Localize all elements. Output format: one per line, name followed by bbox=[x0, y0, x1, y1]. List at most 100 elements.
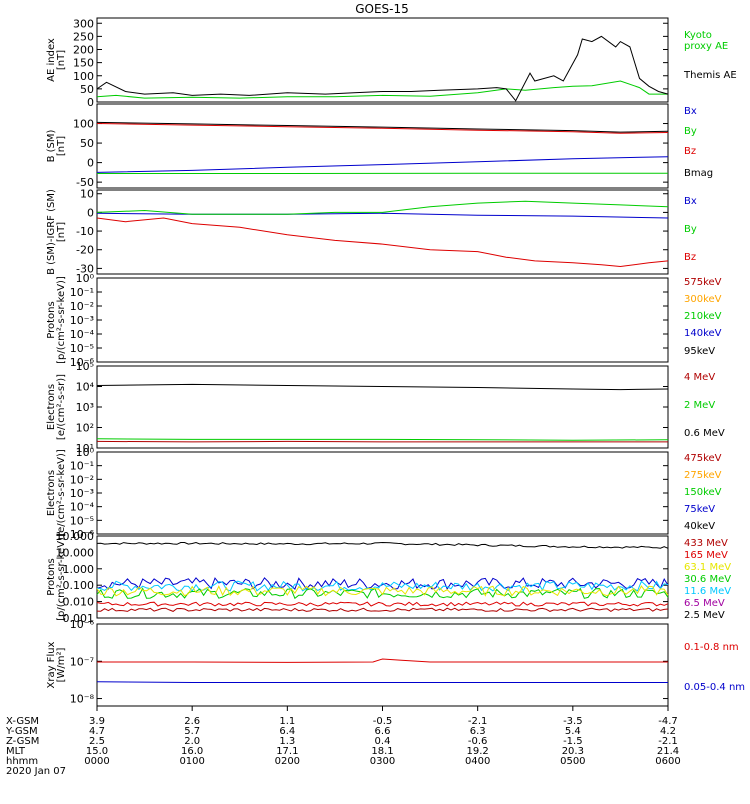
legend-entry-line: 475keV bbox=[684, 453, 722, 464]
y-tick-label: 10⁴ bbox=[76, 381, 95, 394]
y-tick-label: -10 bbox=[76, 225, 94, 238]
y-tick-label: 1.000 bbox=[63, 563, 95, 576]
y-axis-label: Electrons[e/(cm²-s-sr)] bbox=[46, 374, 67, 440]
y-tick-label: -20 bbox=[76, 244, 94, 257]
legend-entry: Themis AE bbox=[683, 70, 737, 81]
legend-entry-line: 6.5 MeV bbox=[684, 598, 725, 609]
y-tick-label: 100 bbox=[73, 118, 94, 131]
y-tick-label: 10⁻⁶ bbox=[70, 618, 95, 631]
y-axis-label: B (SM)[nT] bbox=[46, 129, 67, 162]
legend-entry: 0.6 MeV bbox=[684, 428, 725, 439]
y-tick-label: 10⁻² bbox=[70, 300, 94, 313]
panel-protons_mev: 10.0001.0000.1000.0100.00110.000Protons[… bbox=[46, 530, 731, 625]
y-tick-label: 50 bbox=[80, 83, 94, 96]
legend-entry-line: 150keV bbox=[684, 487, 722, 498]
series-433-mev bbox=[97, 608, 668, 611]
panel-frame bbox=[97, 452, 668, 534]
legend-entry-line: By bbox=[684, 224, 697, 235]
x-axis-value: 0300 bbox=[370, 756, 395, 767]
y-axis-label-line: [e/(cm²-s-sr-keV)] bbox=[56, 449, 67, 537]
legend-entry: 40keV bbox=[684, 521, 715, 532]
legend-entry: 150keV bbox=[684, 487, 722, 498]
legend-entry: 11.6 MeV bbox=[684, 586, 731, 597]
series-bz bbox=[97, 218, 668, 267]
legend-entry-line: 95keV bbox=[684, 346, 715, 357]
series-2-5-mev bbox=[97, 543, 668, 549]
panel-electrons_kev: 10⁰10⁻¹10⁻²10⁻³10⁻⁴10⁻⁵10⁻⁶Electrons[e/(… bbox=[46, 446, 722, 541]
panel-frame bbox=[97, 278, 668, 362]
legend-entry: Bz bbox=[684, 146, 696, 157]
panel-electrons_mev: 10¹10²10³10⁴10⁵Electrons[e/(cm²-s-sr)]4 … bbox=[46, 360, 725, 455]
legend-entry: 75keV bbox=[684, 504, 715, 515]
y-tick-label: 10⁻¹ bbox=[70, 460, 94, 473]
series-0-1-0-8-nm bbox=[97, 659, 668, 662]
panel-frame bbox=[97, 536, 668, 618]
y-tick-label: 10⁻² bbox=[70, 473, 94, 486]
legend-entry-line: Bz bbox=[684, 146, 696, 157]
legend-entry-line: Bx bbox=[684, 196, 697, 207]
legend-entry-line: Bmag bbox=[684, 168, 713, 179]
legend-entry: By bbox=[684, 126, 697, 137]
y-tick-label: 0.100 bbox=[63, 579, 95, 592]
panel-frame bbox=[97, 624, 668, 706]
x-axis-value: 0400 bbox=[465, 756, 490, 767]
x-axis-value: 0500 bbox=[560, 756, 585, 767]
y-tick-label: 10⁻⁷ bbox=[70, 655, 94, 668]
y-tick-label: 10⁻⁸ bbox=[70, 693, 95, 706]
y-tick-label: 10⁻⁵ bbox=[70, 514, 94, 527]
y-tick-label: 10⁻¹ bbox=[70, 286, 94, 299]
legend-entry-line: 2 MeV bbox=[684, 400, 715, 411]
legend-entry: 2.5 MeV bbox=[684, 610, 725, 621]
legend-entry: 165 MeV bbox=[684, 550, 728, 561]
legend-entry-line: 210keV bbox=[684, 311, 722, 322]
y-tick-label: 0.010 bbox=[63, 596, 95, 609]
legend-entry: 475keV bbox=[684, 453, 722, 464]
panel-frame bbox=[97, 190, 668, 274]
series-by bbox=[97, 201, 668, 214]
y-axis-label-line: [p/(cm²-s-sr-keV)] bbox=[56, 533, 67, 621]
panel-protons_low: 10⁰10⁻¹10⁻²10⁻³10⁻⁴10⁻⁵10⁻⁶Protons[p/(cm… bbox=[46, 272, 722, 369]
y-tick-label: 10⁵ bbox=[76, 360, 94, 373]
legend-entry: 6.5 MeV bbox=[684, 598, 725, 609]
legend-entry-line: Kyoto bbox=[684, 30, 712, 41]
legend-entry-line: By bbox=[684, 126, 697, 137]
panel-frame bbox=[97, 366, 668, 448]
legend-entry-line: 275keV bbox=[684, 470, 722, 481]
series-bx bbox=[97, 157, 668, 173]
y-tick-label: 10³ bbox=[76, 401, 94, 414]
legend-entry: Bmag bbox=[684, 168, 713, 179]
legend-entry: 0.05-0.4 nm bbox=[684, 682, 745, 693]
legend-entry-line: 0.05-0.4 nm bbox=[684, 682, 745, 693]
y-tick-label: 0 bbox=[87, 206, 94, 219]
x-axis-value: 0100 bbox=[179, 756, 204, 767]
y-axis-label: Protons[p/(cm²-s-sr-keV)] bbox=[46, 276, 67, 364]
legend-entry-line: 2.5 MeV bbox=[684, 610, 725, 621]
legend-entry-line: 433 MeV bbox=[684, 538, 728, 549]
legend-entry: 575keV bbox=[684, 277, 722, 288]
legend-entry: 63.1 MeV bbox=[684, 562, 731, 573]
legend-entry-line: proxy AE bbox=[684, 41, 728, 52]
y-tick-label: 10⁻⁵ bbox=[70, 342, 94, 355]
x-axis-value: 0200 bbox=[275, 756, 300, 767]
series-4-mev bbox=[97, 441, 668, 442]
series-themis-ae bbox=[97, 36, 668, 100]
y-tick-label: 250 bbox=[73, 30, 94, 43]
y-tick-label: 10² bbox=[76, 422, 94, 435]
series-2-mev bbox=[97, 439, 668, 440]
y-axis-label-line: [e/(cm²-s-sr)] bbox=[56, 374, 67, 440]
x-axis-value: 0000 bbox=[84, 756, 109, 767]
y-tick-label: 100 bbox=[73, 70, 94, 83]
plot-title: GOES-15 bbox=[355, 2, 409, 16]
legend-entry: 30.6 MeV bbox=[684, 574, 731, 585]
y-tick-label: 300 bbox=[73, 17, 94, 30]
y-axis-label: B (SM)-IGRF (SM)[nT] bbox=[46, 189, 67, 275]
y-tick-label: 50 bbox=[80, 137, 94, 150]
legend-entry-line: 40keV bbox=[684, 521, 715, 532]
y-axis-label-line: [nT] bbox=[56, 222, 67, 242]
series-bz bbox=[97, 124, 668, 134]
